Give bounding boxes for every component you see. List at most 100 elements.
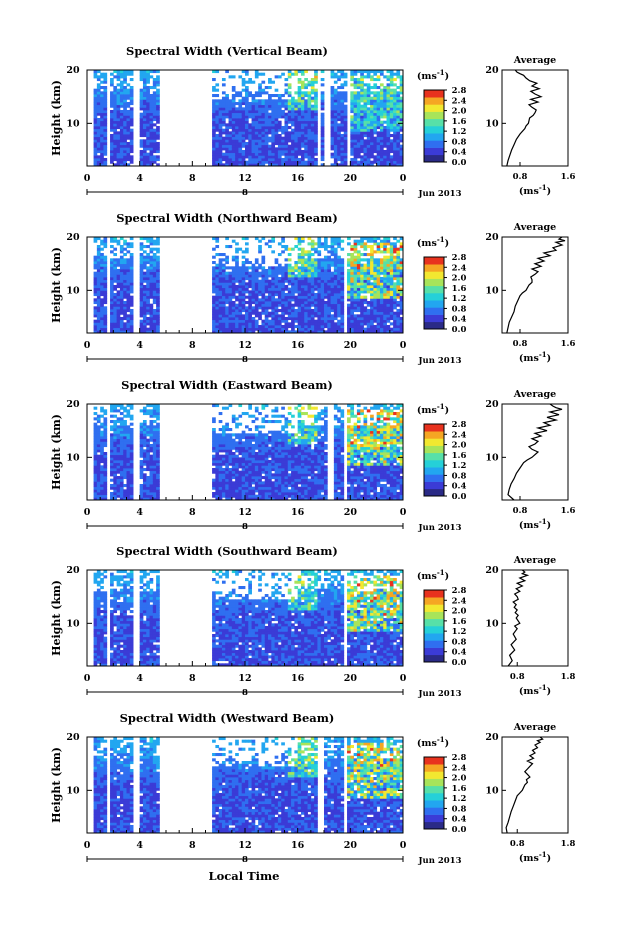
heatmap-cell xyxy=(320,293,325,297)
heatmap-cell xyxy=(274,261,279,265)
heatmap-cell xyxy=(291,155,295,159)
heatmap-cell xyxy=(100,465,104,469)
heatmap-cell xyxy=(258,325,262,329)
heatmap-cell xyxy=(271,158,276,162)
heatmap-cell xyxy=(123,91,127,95)
heatmap-cell xyxy=(399,112,404,116)
heatmap-cell xyxy=(129,99,134,103)
heatmap-cell xyxy=(287,136,292,140)
heatmap-cell xyxy=(310,155,315,159)
heatmap-cell xyxy=(268,285,272,289)
heatmap-cell xyxy=(310,147,315,151)
heatmap-cell xyxy=(310,163,315,167)
heatmap-cell xyxy=(156,155,160,159)
heatmap-cell xyxy=(294,330,299,334)
heatmap-cell xyxy=(343,123,348,127)
heatmap-cell xyxy=(235,152,239,156)
heatmap-cell xyxy=(281,115,285,119)
heatmap-cell xyxy=(370,136,374,140)
heatmap-cell xyxy=(379,142,384,146)
heatmap-cell xyxy=(300,290,305,294)
heatmap-cell xyxy=(363,285,368,289)
heatmap-cell xyxy=(356,293,361,297)
heatmap-cell xyxy=(152,107,157,111)
heatmap-cell xyxy=(146,75,150,79)
heatmap-cell xyxy=(389,142,394,146)
heatmap-cell xyxy=(129,290,134,294)
heatmap-cell xyxy=(330,261,335,265)
heatmap-cell xyxy=(139,96,144,100)
heatmap-cell xyxy=(251,317,256,321)
heatmap-cell xyxy=(221,155,226,159)
heatmap-cell xyxy=(264,325,269,329)
heatmap-cell xyxy=(320,263,325,267)
heatmap-cell xyxy=(149,425,154,429)
heatmap-cell xyxy=(146,110,150,114)
heatmap-cell xyxy=(307,147,312,151)
heatmap-cell xyxy=(119,420,124,424)
heatmap-cell xyxy=(245,290,249,294)
heatmap-cell xyxy=(119,88,124,92)
heatmap-cell xyxy=(110,325,114,329)
heatmap-cell xyxy=(149,473,154,477)
heatmap-cell xyxy=(304,311,308,315)
heatmap-cell xyxy=(287,86,292,90)
heatmap-cell xyxy=(129,317,134,321)
heatmap-cell xyxy=(235,303,239,307)
heatmap-cell xyxy=(261,131,266,135)
heatmap-cell xyxy=(103,452,108,456)
heatmap-cell xyxy=(152,274,157,278)
heatmap-cell xyxy=(149,465,154,469)
heatmap-cell xyxy=(241,314,246,318)
heatmap-cell xyxy=(356,279,361,283)
heatmap-cell xyxy=(310,295,315,299)
heatmap-cell xyxy=(264,282,269,286)
heatmap-cell xyxy=(304,70,308,74)
heatmap-cell xyxy=(366,86,371,90)
heatmap-cell xyxy=(300,282,305,286)
profile-unit-text: (ms xyxy=(519,353,539,364)
heatmap-cell xyxy=(393,120,397,124)
heatmap-cell xyxy=(366,158,371,162)
heatmap-cell xyxy=(314,115,318,119)
heatmap-cell xyxy=(353,158,358,162)
heatmap-cell xyxy=(396,247,401,251)
heatmap-cell xyxy=(350,295,355,299)
heatmap-cell xyxy=(268,330,272,334)
heatmap-cell xyxy=(343,139,348,143)
heatmap-cell xyxy=(399,247,404,251)
heatmap-cell xyxy=(146,261,150,265)
heatmap-cell xyxy=(264,271,269,275)
heatmap-cell xyxy=(103,91,108,95)
heatmap-cell xyxy=(314,102,318,106)
heatmap-cell xyxy=(393,245,397,249)
heatmap-cell xyxy=(258,306,262,310)
heatmap-cell xyxy=(215,147,220,151)
heatmap-cell xyxy=(245,309,249,313)
heatmap-cell xyxy=(218,131,223,135)
heatmap-cell xyxy=(297,96,302,100)
heatmap-cell xyxy=(126,245,131,249)
heatmap-cell xyxy=(330,163,335,167)
heatmap-cell xyxy=(304,295,308,299)
heatmap-cell xyxy=(142,433,147,437)
heatmap-cell xyxy=(123,155,127,159)
heatmap-cell xyxy=(373,123,378,127)
heatmap-cell xyxy=(337,118,341,122)
y-tick-label: 20 xyxy=(66,232,80,243)
heatmap-cell xyxy=(379,126,384,130)
heatmap-cell xyxy=(103,75,108,79)
heatmap-cell xyxy=(393,139,397,143)
heatmap-cell xyxy=(376,314,381,318)
heatmap-cell xyxy=(393,88,397,92)
heatmap-cell xyxy=(330,242,335,246)
heatmap-cell xyxy=(277,144,282,148)
heatmap-cell xyxy=(284,295,289,299)
heatmap-cell xyxy=(373,142,378,146)
heatmap-cell xyxy=(268,139,272,143)
heatmap-cell xyxy=(218,258,223,262)
heatmap-cell xyxy=(281,163,285,167)
heatmap-cell xyxy=(218,314,223,318)
heatmap-cell xyxy=(146,271,150,275)
heatmap-cell xyxy=(310,282,315,286)
